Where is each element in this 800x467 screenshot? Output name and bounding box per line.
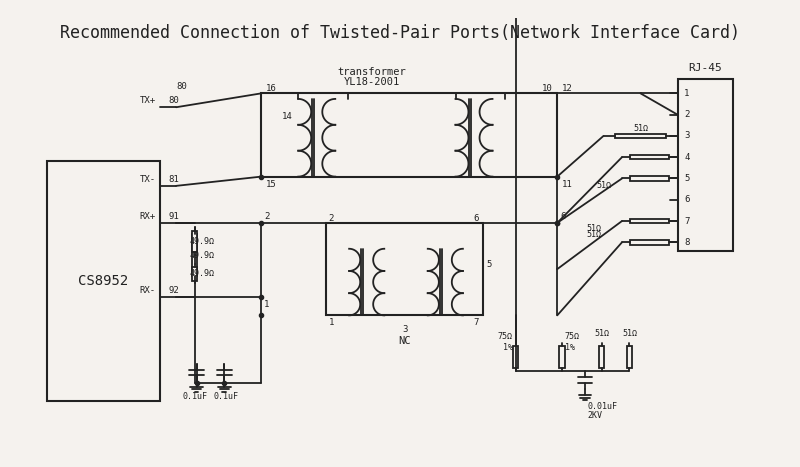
- Text: RX+: RX+: [140, 212, 156, 221]
- Text: 1: 1: [264, 300, 270, 309]
- Text: 2KV: 2KV: [588, 411, 602, 420]
- Text: 0.1uF: 0.1uF: [182, 392, 207, 401]
- Text: 1: 1: [329, 318, 334, 327]
- Text: 15: 15: [266, 179, 277, 189]
- Bar: [326, 223, 483, 315]
- Text: 0.1uF: 0.1uF: [214, 392, 238, 401]
- Bar: [192, 234, 198, 276]
- Text: 14: 14: [282, 112, 292, 121]
- Text: 2: 2: [329, 214, 334, 223]
- Text: 5: 5: [684, 174, 690, 183]
- Text: 49.9Ω: 49.9Ω: [190, 269, 214, 278]
- Text: Recommended Connection of Twisted-Pair Ports(Network Interface Card): Recommended Connection of Twisted-Pair P…: [60, 24, 740, 42]
- Text: RJ-45: RJ-45: [688, 64, 722, 73]
- Text: 6: 6: [474, 214, 478, 223]
- Text: 1%: 1%: [503, 343, 513, 352]
- Text: 2: 2: [264, 212, 270, 221]
- Text: 3: 3: [684, 131, 690, 141]
- Text: 92: 92: [169, 286, 179, 295]
- Text: 51Ω: 51Ω: [596, 181, 611, 191]
- Text: CS8952: CS8952: [78, 274, 128, 288]
- Text: 7: 7: [684, 217, 690, 226]
- Text: RX-: RX-: [140, 286, 156, 295]
- Text: 75Ω: 75Ω: [565, 332, 580, 341]
- Text: 4: 4: [684, 153, 690, 162]
- Text: 10: 10: [542, 84, 553, 93]
- Text: 1%: 1%: [565, 343, 574, 352]
- Bar: [630, 176, 669, 181]
- Text: 16: 16: [266, 84, 277, 93]
- Bar: [630, 219, 669, 223]
- Text: YL18-2001: YL18-2001: [344, 77, 400, 87]
- Text: 1: 1: [684, 89, 690, 98]
- Text: 51Ω: 51Ω: [633, 125, 648, 134]
- Text: TX+: TX+: [140, 96, 156, 105]
- Text: 81: 81: [169, 175, 179, 184]
- Bar: [614, 134, 666, 138]
- Text: 0.01uF: 0.01uF: [588, 402, 618, 410]
- Text: 5: 5: [486, 260, 491, 269]
- Bar: [192, 267, 198, 281]
- Text: 80: 80: [169, 96, 179, 105]
- Text: 8: 8: [684, 238, 690, 247]
- Text: 49.9Ω: 49.9Ω: [190, 251, 214, 260]
- Text: 12: 12: [562, 84, 573, 93]
- Bar: [559, 347, 565, 368]
- Text: transformer: transformer: [338, 67, 406, 77]
- Text: 6: 6: [560, 212, 566, 221]
- Text: TX-: TX-: [140, 175, 156, 184]
- Bar: [513, 347, 518, 368]
- Text: 7: 7: [474, 318, 478, 327]
- Bar: [630, 155, 669, 160]
- Bar: [626, 347, 632, 368]
- Bar: [46, 161, 159, 402]
- Text: 51Ω: 51Ω: [586, 224, 602, 233]
- Text: 51Ω: 51Ω: [622, 329, 637, 339]
- Text: 11: 11: [562, 179, 573, 189]
- Text: 6: 6: [684, 195, 690, 204]
- Bar: [630, 240, 669, 245]
- Text: 51Ω: 51Ω: [586, 230, 602, 240]
- Text: 91: 91: [169, 212, 179, 221]
- Text: 80: 80: [176, 82, 187, 92]
- Text: NC: NC: [398, 336, 411, 346]
- Bar: [599, 347, 605, 368]
- Bar: [192, 231, 198, 252]
- Text: 49.9Ω: 49.9Ω: [190, 237, 214, 246]
- Text: 2: 2: [684, 110, 690, 119]
- Text: 75Ω: 75Ω: [498, 332, 513, 341]
- Bar: [262, 93, 558, 177]
- Bar: [678, 79, 733, 251]
- Text: 51Ω: 51Ω: [594, 329, 609, 339]
- Text: 3: 3: [402, 325, 407, 334]
